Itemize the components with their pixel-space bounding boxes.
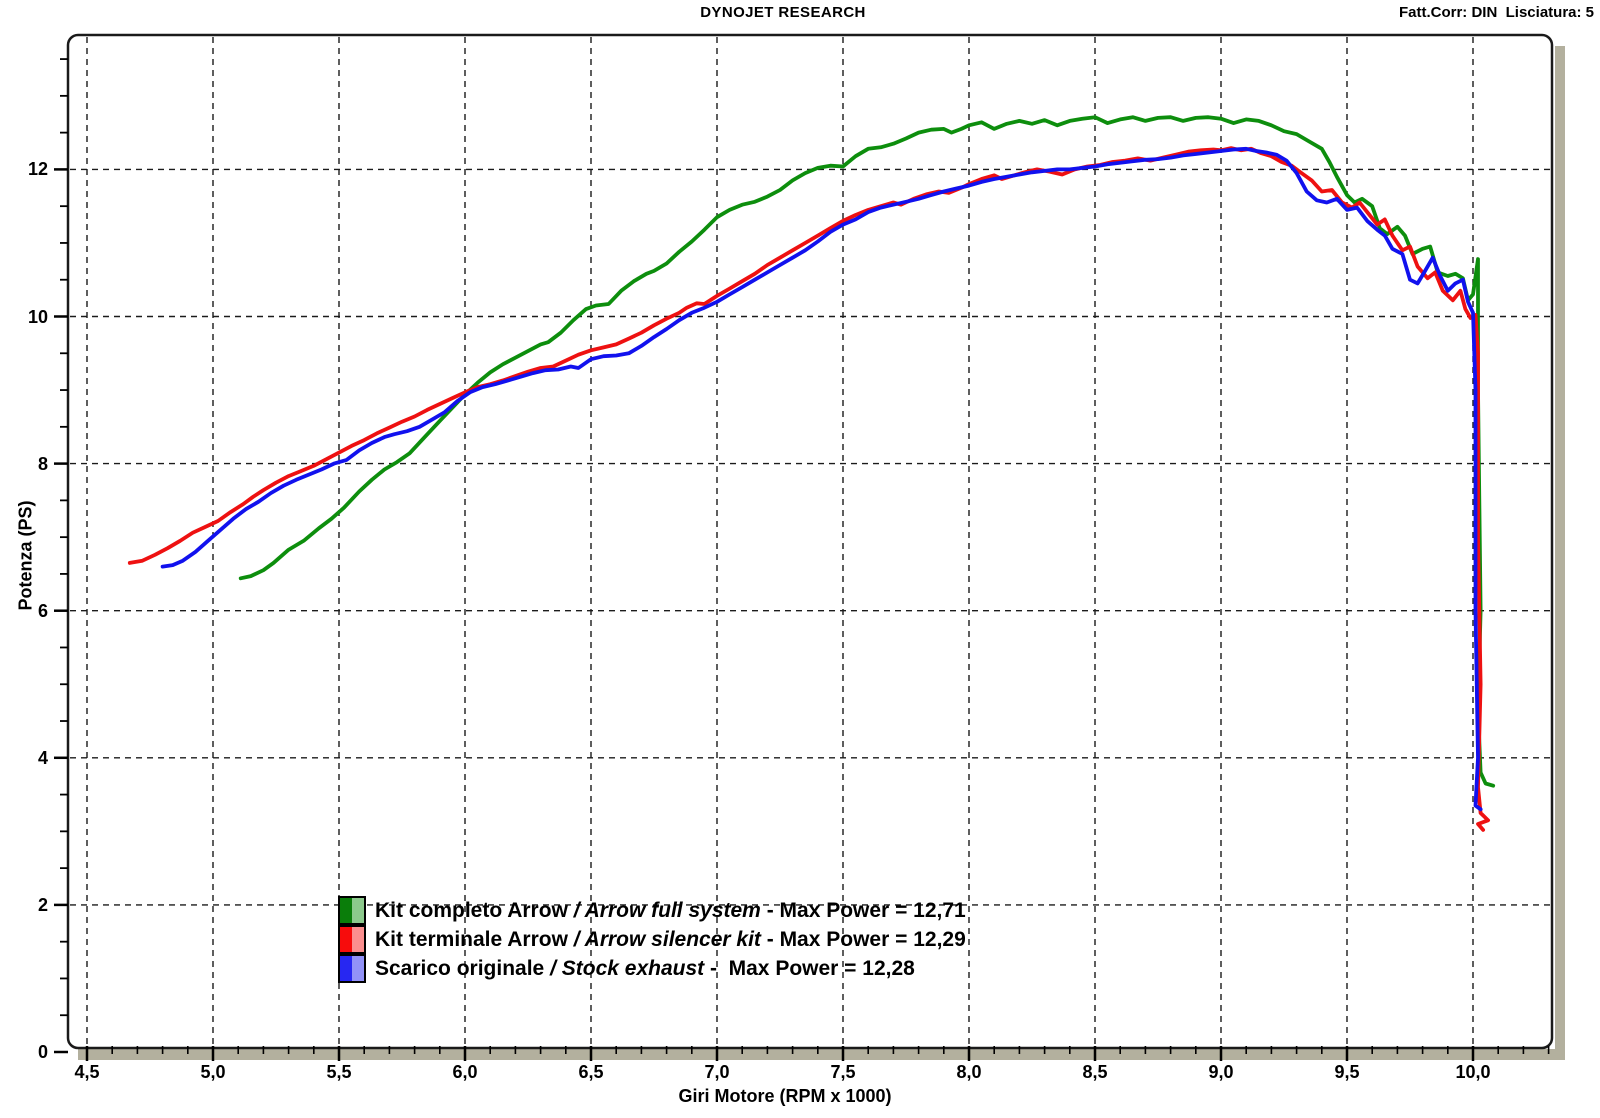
legend-row-arrow-silencer-kit: Kit terminale Arrow / Arrow silencer kit…	[338, 925, 966, 954]
y-tick-label: 0	[37, 1042, 48, 1062]
y-tick-label: 6	[37, 600, 48, 621]
x-tick-label: 5,5	[326, 1062, 352, 1082]
x-axis-title: Giri Motore (RPM x 1000)	[678, 1086, 892, 1106]
x-tick-label: 8,0	[956, 1062, 982, 1082]
x-tick-label: 9,0	[1208, 1062, 1234, 1082]
legend-label: Scarico originale / Stock exhaust - Max …	[375, 956, 915, 980]
legend-swatch-red	[338, 925, 366, 954]
y-tick-label: 4	[37, 747, 48, 768]
y-axis-title: Potenza (PS)	[15, 500, 36, 611]
y-tick-label: 8	[37, 453, 48, 474]
y-tick-label: 12	[27, 159, 48, 180]
legend-swatch-blue	[338, 954, 366, 983]
x-tick-label: 5,0	[200, 1062, 226, 1082]
x-tick-label: 9,5	[1334, 1062, 1360, 1082]
x-tick-label: 4,5	[74, 1062, 100, 1082]
legend-row-arrow-full-system: Kit completo Arrow / Arrow full system -…	[338, 896, 966, 925]
y-tick-label: 10	[27, 306, 48, 327]
y-tick-label: 2	[37, 894, 48, 915]
chart-title: DYNOJET RESEARCH	[700, 4, 866, 21]
x-tick-label: 6,0	[452, 1062, 478, 1082]
x-tick-label: 8,5	[1082, 1062, 1108, 1082]
legend-label: Kit completo Arrow / Arrow full system -…	[375, 898, 966, 922]
correction-note: Fatt.Corr: DIN Lisciatura: 5	[1398, 4, 1594, 21]
legend-label: Kit terminale Arrow / Arrow silencer kit…	[375, 927, 966, 951]
x-tick-label: 10,0	[1455, 1062, 1491, 1082]
x-tick-label: 7,5	[830, 1062, 856, 1082]
x-tick-label: 6,5	[578, 1062, 604, 1082]
legend: Kit completo Arrow / Arrow full system -…	[338, 896, 966, 983]
x-tick-label: 7,0	[704, 1062, 730, 1082]
legend-swatch-green	[338, 896, 366, 925]
legend-row-stock-exhaust: Scarico originale / Stock exhaust - Max …	[338, 954, 966, 983]
